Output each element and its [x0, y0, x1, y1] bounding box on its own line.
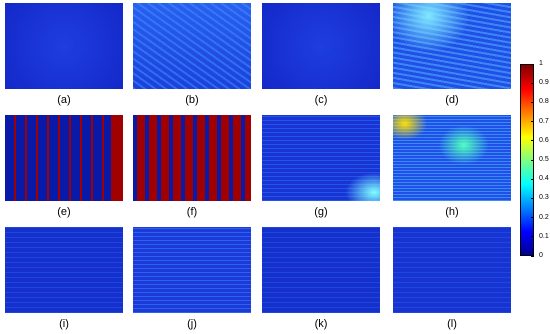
colorbar-tick-label: 0.5: [539, 156, 549, 163]
panel-label: (c): [314, 94, 328, 106]
panel-label: (f): [186, 206, 198, 218]
panel-label: (l): [447, 318, 457, 330]
colorbar-tick-label: 0.6: [539, 136, 549, 144]
colorbar-tick-label: 1: [539, 60, 543, 67]
panel-image: [133, 227, 251, 313]
colorbar-tick-label: 0.1: [539, 232, 549, 240]
colorbar-tick: [531, 178, 534, 180]
colorbar-tick: [531, 140, 534, 142]
colorbar-tick-label: 0.8: [539, 98, 549, 106]
colorbar-tick-label: 0.7: [539, 117, 549, 125]
colorbar-tick-label: 0.3: [539, 194, 549, 202]
colorbar-tick: [531, 159, 534, 161]
panel-label: (i): [59, 318, 69, 330]
panel-image: [393, 115, 511, 201]
panel-image: [5, 115, 123, 201]
panel-label: (h): [445, 206, 459, 218]
colorbar-tick: [531, 197, 534, 199]
panel-image: [262, 227, 380, 313]
colorbar-tick: [531, 255, 534, 257]
colorbar-tick: [531, 63, 534, 65]
panel-image: [5, 227, 123, 313]
colorbar-tick: [531, 101, 534, 103]
colorbar-tick: [531, 82, 534, 84]
panel-label: (a): [57, 94, 71, 106]
panel-label: (d): [445, 94, 459, 106]
panel-image: [393, 227, 511, 313]
panel-image: [133, 115, 251, 201]
panel-image: [262, 3, 380, 89]
colorbar-tick: [531, 236, 534, 238]
panel-image: [5, 3, 123, 89]
panel-image: [393, 3, 511, 89]
panel-image: [262, 115, 380, 201]
panel-label: (b): [185, 94, 199, 106]
colorbar-tick-label: 0.9: [539, 79, 549, 87]
panel-label: (j): [187, 318, 197, 330]
colorbar-tick-label: 0.4: [539, 175, 549, 183]
panel-label: (e): [57, 206, 71, 218]
panel-label: (g): [314, 206, 328, 218]
colorbar-tick: [531, 217, 534, 219]
colorbar-tick-label: 0: [539, 252, 543, 259]
panel-label: (k): [314, 318, 328, 330]
colorbar-tick-label: 0.2: [539, 213, 549, 221]
colorbar-tick: [531, 121, 534, 123]
panel-image: [133, 3, 251, 89]
